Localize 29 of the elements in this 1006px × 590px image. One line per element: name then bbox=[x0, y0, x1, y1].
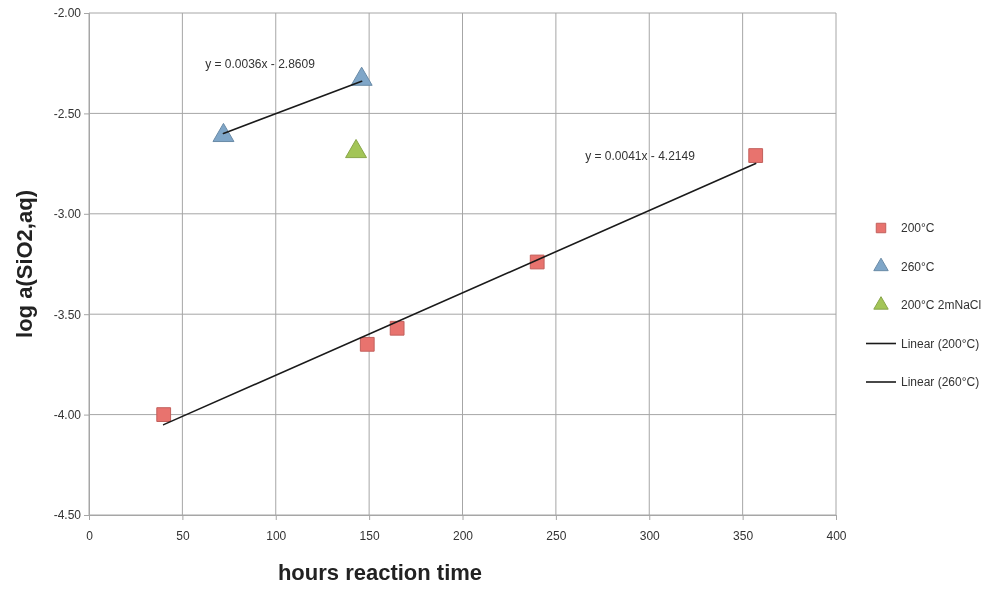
x-axis-title: hours reaction time bbox=[277, 560, 483, 585]
annotation: y = 0.0041x - 4.2149 bbox=[585, 149, 696, 163]
point bbox=[389, 320, 405, 336]
y-tick-label: -4.00 bbox=[53, 407, 82, 422]
point bbox=[345, 138, 368, 159]
annotation: y = 0.0036x - 2.8609 bbox=[205, 57, 316, 71]
legend-label: 200°C bbox=[901, 221, 935, 235]
y-tick-label: -3.50 bbox=[53, 307, 82, 322]
legend-label: 260°C bbox=[901, 259, 935, 274]
x-tick-label: 200 bbox=[452, 528, 474, 543]
y-tick-label: -3.00 bbox=[53, 207, 82, 222]
legend-label: 200°C 2mNaCl bbox=[901, 298, 982, 312]
x-tick-label: 50 bbox=[176, 528, 190, 543]
x-tick-label: 0 bbox=[86, 528, 94, 543]
y-tick-label: -2.00 bbox=[53, 6, 82, 21]
y-tick-label: -2.50 bbox=[53, 106, 82, 121]
x-tick-label: 100 bbox=[266, 528, 287, 543]
legend-label: Linear (260°C) bbox=[901, 375, 980, 389]
legend-label: Linear (200°C) bbox=[901, 336, 980, 351]
point bbox=[359, 336, 375, 352]
x-tick-label: 400 bbox=[826, 528, 847, 543]
x-tick-label: 350 bbox=[733, 528, 754, 543]
point bbox=[156, 407, 172, 422]
x-tick-label: 250 bbox=[546, 528, 567, 543]
y-axis-title: log a(SiO2,aq) bbox=[12, 190, 37, 338]
x-tick-label: 150 bbox=[359, 528, 380, 543]
y-tick-label: -4.50 bbox=[53, 508, 82, 523]
x-tick-label: 300 bbox=[639, 528, 661, 543]
point bbox=[212, 122, 235, 143]
